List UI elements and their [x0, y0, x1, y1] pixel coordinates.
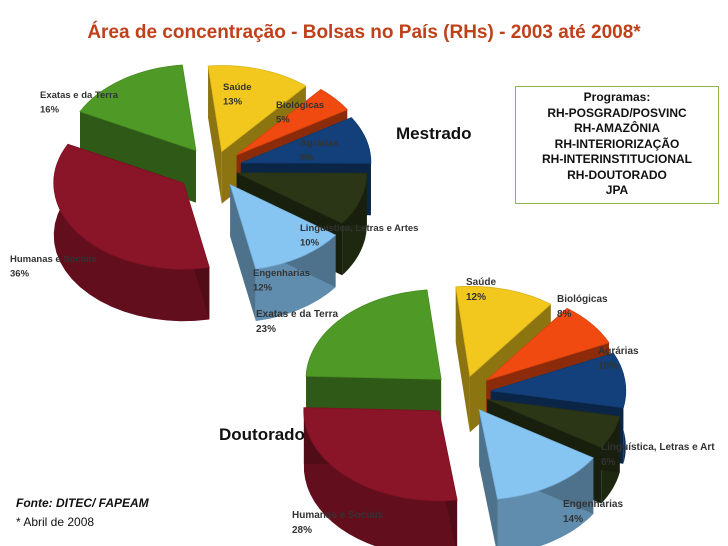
slice-label: Agrárias — [300, 138, 339, 149]
chart-title-doutorado: Doutorado — [219, 425, 305, 444]
page-title: Área de concentração - Bolsas no País (R… — [87, 22, 641, 43]
pie-slice — [478, 409, 594, 546]
program-item: RH-AMAZÔNIA — [574, 121, 660, 135]
slice-label: Humanas e Sociais — [292, 510, 384, 521]
slice-value-label: 16% — [40, 105, 60, 116]
pie-mestrado: Saúde 13% Biológicas 5% Agrárias 9% Linguístic… — [10, 64, 418, 322]
programs-box: Programas: RH-POSGRAD/POSVINC RH-AMAZÔNI… — [515, 86, 719, 204]
pie-slice — [53, 143, 210, 322]
program-item: RH-DOUTORADO — [567, 167, 667, 182]
slice-label: Saúde — [223, 82, 252, 93]
slice-label: Exatas e da Terra — [40, 90, 119, 101]
slice-value-label: 8% — [557, 309, 572, 320]
program-item: JPA — [605, 183, 629, 197]
slice-value-label: 12% — [253, 283, 273, 294]
slice-value-label: 5% — [276, 115, 290, 126]
slice-label: Engenharias — [253, 268, 310, 279]
source-note: Fonte: DITEC/ FAPEAM — [16, 496, 149, 510]
slice-value-label: 12% — [466, 292, 486, 303]
slice-value-label: 10% — [598, 361, 618, 372]
slice-label: Linguística, Letras e Art — [601, 442, 715, 453]
slice-value-label: 23% — [256, 324, 276, 335]
slice-value-label: 6% — [601, 457, 616, 468]
program-item: RH-INTERINSTITUCIONAL — [542, 152, 692, 166]
program-item: RH-INTERIORIZAÇÃO — [554, 136, 680, 151]
programs-heading: Programas: — [583, 90, 651, 104]
footnote: * Abril de 2008 — [16, 515, 95, 529]
slice-value-label: 36% — [10, 269, 30, 280]
chart-title-mestrado: Mestrado — [396, 124, 472, 143]
slice-label: Humanas e Sociais — [10, 254, 97, 265]
slice-value-label: 14% — [563, 514, 583, 525]
slice-label: Agrárias — [598, 346, 639, 357]
slice-label: Biológicas — [557, 294, 608, 305]
slice-label: Linguística, Letras e Artes — [300, 223, 418, 234]
pie-slice — [229, 183, 337, 321]
slice-value-label: 13% — [223, 97, 243, 108]
pie-slice — [79, 64, 197, 203]
slice-value-label: 28% — [292, 525, 312, 536]
slice-label: Saúde — [466, 277, 496, 288]
slice-label: Biológicas — [276, 100, 324, 111]
pie-doutorado: Saúde 12% Biológicas 8% Agrárias 10% Linguísti… — [256, 277, 715, 546]
program-item: RH-POSGRAD/POSVINC — [547, 105, 687, 120]
pie-slice — [303, 407, 458, 546]
slice-value-label: 10% — [300, 238, 320, 249]
slice-value-label: 9% — [300, 153, 314, 164]
slice-label: Engenharias — [563, 499, 623, 510]
slice-label: Exatas e da Terra — [256, 309, 339, 320]
